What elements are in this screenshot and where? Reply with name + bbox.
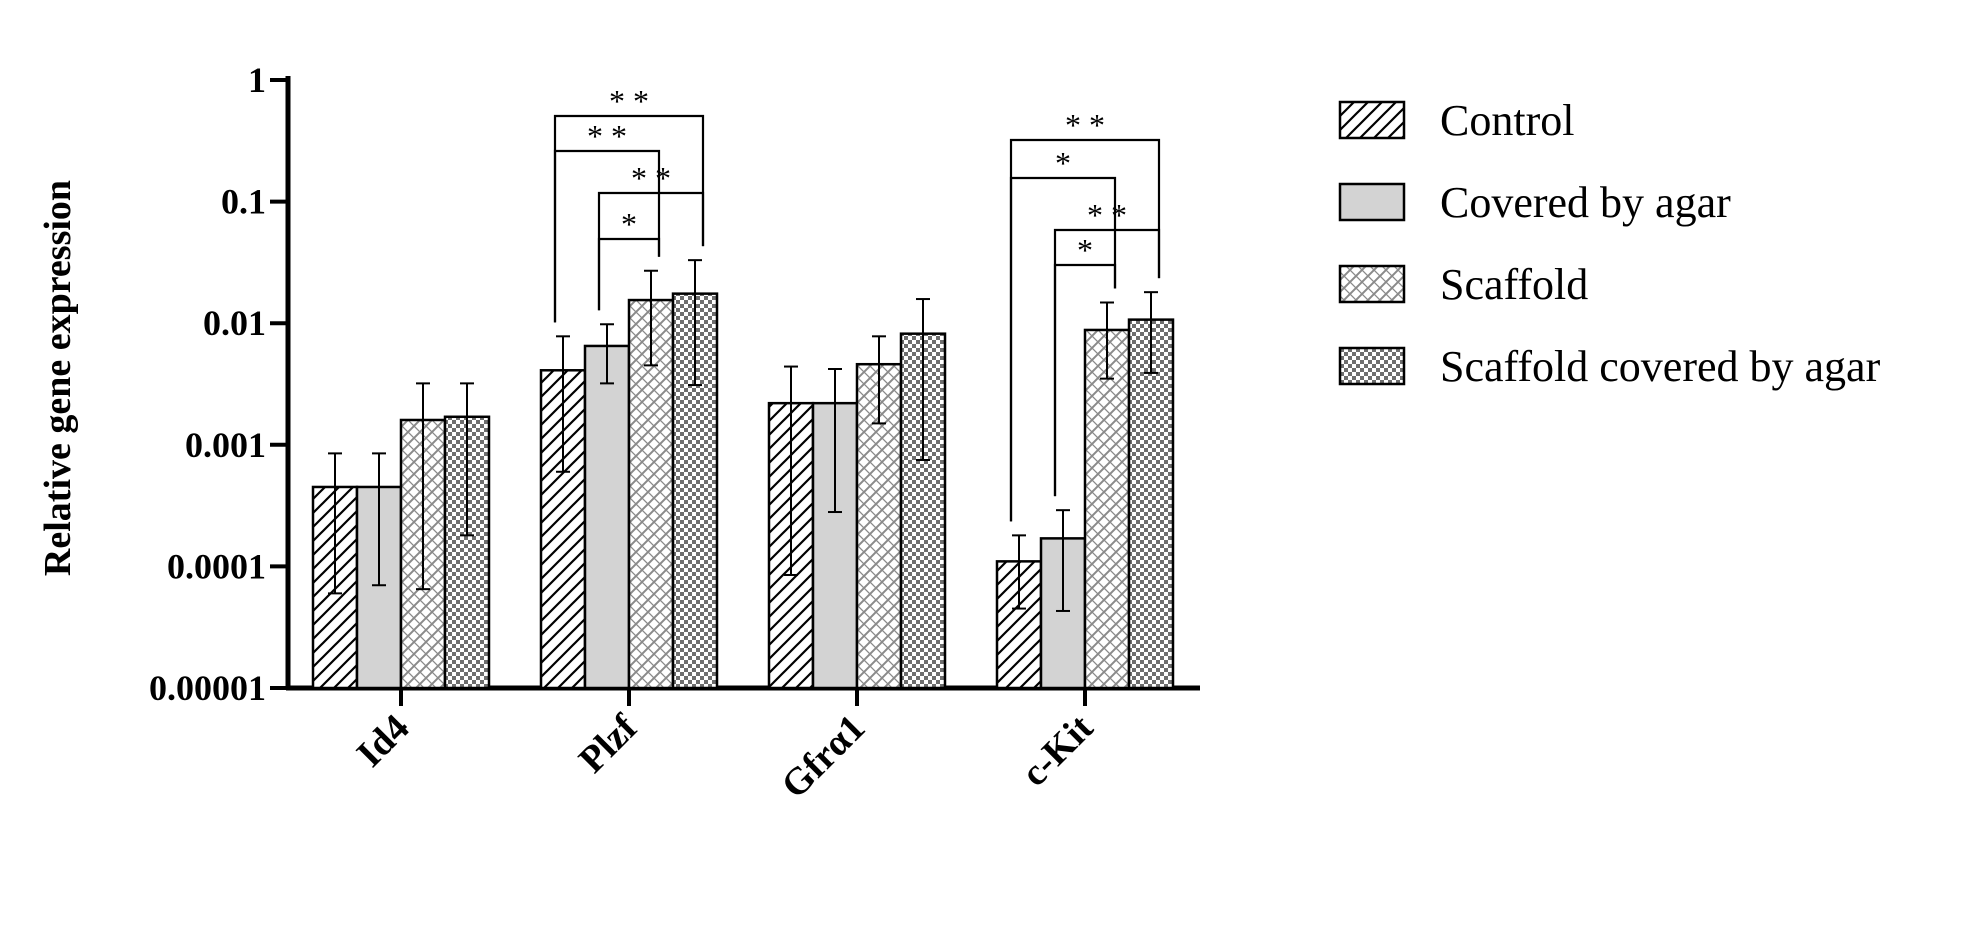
category-label-group: Plzf [571, 706, 646, 781]
category-label: Id4 [349, 707, 418, 776]
category-label-group: Gfrα1 [773, 707, 873, 807]
y-tick-label: 0.00001 [149, 668, 266, 708]
legend-swatch [1338, 346, 1406, 386]
significance-label: * * [1087, 197, 1127, 233]
significance-bracket [1009, 176, 1117, 522]
legend-label: Scaffold covered by agar [1440, 342, 1881, 391]
significance-label: * * [631, 160, 671, 196]
significance-brackets: * ** ** *** *** ** [553, 83, 1161, 522]
significance-bracket [553, 149, 661, 323]
category-label-group: Id4 [349, 707, 418, 776]
y-axis-title: Relative gene expression [37, 180, 79, 576]
bar [1127, 318, 1175, 690]
y-tick-label: 0.0001 [167, 546, 266, 586]
bar [1083, 328, 1131, 690]
error-bars [328, 259, 1158, 612]
legend-label: Covered by agar [1440, 178, 1731, 227]
significance-bracket [597, 237, 661, 311]
bar [583, 344, 631, 690]
significance-label: * * [609, 83, 649, 119]
significance-label: * * [587, 118, 627, 154]
y-ticks: 0.00001 0.0001 0.001 0.01 0.1 1 [149, 60, 288, 708]
legend: Control Covered by agar Scaffold Scaffold c… [1338, 96, 1881, 391]
legend-label: Control [1440, 96, 1574, 145]
legend-label: Scaffold [1440, 260, 1588, 309]
category-label: Plzf [571, 706, 646, 781]
significance-label: * [1077, 232, 1093, 268]
y-tick-label: 0.1 [221, 182, 266, 222]
legend-swatch [1338, 100, 1406, 140]
category-label: c-Kit [1013, 706, 1101, 794]
legend-swatch [1338, 264, 1406, 304]
significance-label: * [1055, 145, 1071, 181]
significance-label: * * [1065, 107, 1105, 143]
category-label: Gfrα1 [773, 707, 873, 807]
legend-swatch [1338, 182, 1406, 222]
category-labels: Id4 Plzf Gfrα1 c-Kit [349, 688, 1102, 807]
y-tick-label: 1 [248, 60, 266, 100]
significance-bracket [1053, 263, 1117, 497]
y-tick-label: 0.01 [203, 303, 266, 343]
category-label-group: c-Kit [1013, 706, 1101, 794]
bars [311, 292, 1175, 690]
y-tick-label: 0.001 [185, 425, 266, 465]
significance-label: * [621, 206, 637, 242]
